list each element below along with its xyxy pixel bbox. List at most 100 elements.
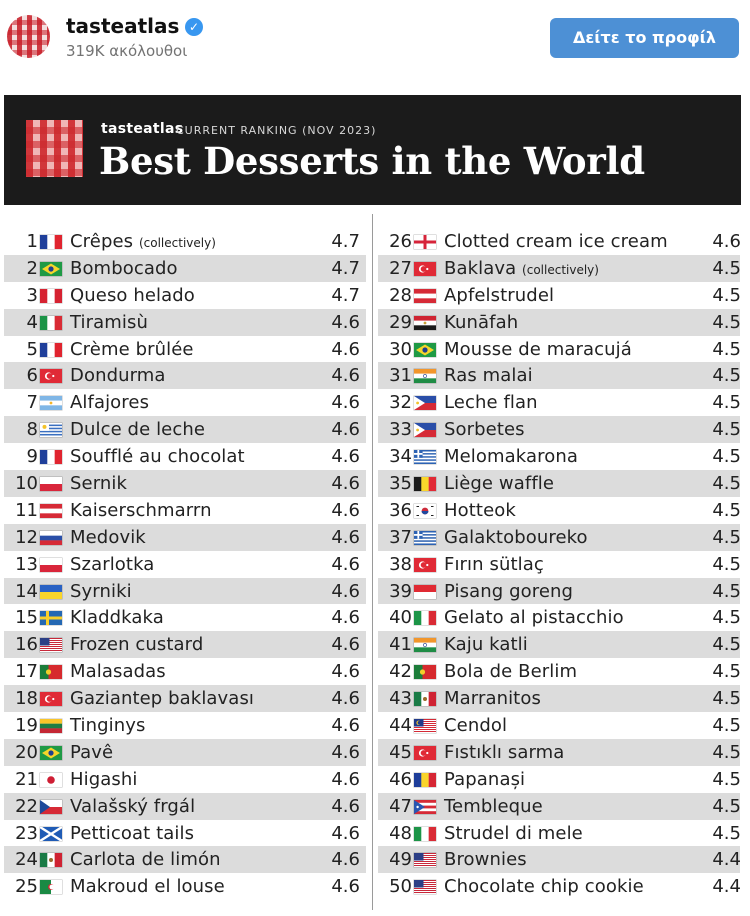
dessert-name: Bombocado: [70, 257, 178, 279]
rating-score: 4.5: [712, 553, 741, 575]
br-flag-icon: [40, 745, 62, 760]
in-flag-icon: [414, 369, 436, 384]
us-flag-icon: [40, 638, 62, 653]
ph-flag-icon: [414, 423, 436, 438]
rating-score: 4.5: [712, 311, 741, 333]
rating-score: 4.5: [712, 365, 741, 387]
rank-number: 45: [389, 741, 412, 763]
dessert-name: Frozen custard: [70, 634, 204, 656]
dessert-name: Dondurma: [70, 365, 166, 387]
gr-flag-icon: [414, 530, 436, 545]
rank-number: 14: [15, 580, 38, 602]
dessert-name: Marranitos: [444, 688, 541, 710]
ranking-row: 28 Apfelstrudel 4.5: [378, 282, 741, 309]
pr-flag-icon: [414, 799, 436, 814]
dessert-note: (collectively): [138, 236, 216, 250]
dessert-name: Carlota de limón: [70, 849, 221, 871]
view-profile-button[interactable]: Δείτε το προφίλ: [550, 18, 739, 58]
ranking-row: 33 Sorbetes 4.5: [378, 416, 741, 444]
my-flag-icon: [414, 719, 436, 734]
rating-score: 4.5: [712, 580, 741, 602]
ranking-row: 11 Kaiserschmarrn 4.6: [4, 497, 366, 524]
kr-flag-icon: [414, 503, 436, 518]
rank-number: 44: [389, 715, 412, 737]
ranking-row: 36 Hotteok 4.5: [378, 497, 741, 524]
rank-number: 27: [389, 257, 412, 279]
dessert-name: Cendol: [444, 715, 508, 737]
rank-number: 11: [15, 499, 38, 521]
ranking-row: 40 Gelato al pistacchio 4.5: [378, 604, 741, 631]
dessert-name: Hotteok: [444, 499, 516, 521]
ranking-row: 17 Malasadas 4.6: [4, 658, 366, 685]
post-header: tasteatlas ✓ 319K ακόλουθοι Δείτε το προ…: [0, 0, 750, 80]
dessert-name: Alfajores: [70, 392, 150, 414]
ranking-row: 46 Papanași 4.5: [378, 766, 741, 793]
ranking-row: 4 Tiramisù 4.6: [4, 308, 366, 336]
rating-score: 4.6: [331, 526, 360, 548]
us-flag-icon: [414, 853, 436, 868]
rank-number: 25: [15, 876, 38, 898]
rank-number: 29: [389, 311, 412, 333]
ranking-row: 42 Bola de Berlim 4.5: [378, 658, 741, 685]
ranking-row: 19 Tinginys 4.6: [4, 712, 366, 739]
tr-flag-icon: [414, 261, 436, 276]
ranking-row: 14 Syrniki 4.6: [4, 577, 366, 605]
pe-flag-icon: [40, 288, 62, 303]
rank-number: 12: [15, 526, 38, 548]
dessert-name: Fırın sütlaç: [444, 553, 544, 575]
rank-number: 34: [389, 446, 412, 468]
it-flag-icon: [414, 611, 436, 626]
rank-number: 31: [389, 365, 412, 387]
uy-flag-icon: [40, 423, 62, 438]
dessert-name: Galaktoboureko: [444, 526, 588, 548]
mx-flag-icon: [40, 853, 62, 868]
ranking-row: 47 Tembleque 4.5: [378, 792, 741, 820]
rating-score: 4.5: [712, 822, 741, 844]
dessert-name: Malasadas: [70, 661, 166, 683]
ranking-row: 15 Kladdkaka 4.6: [4, 604, 366, 631]
fr-flag-icon: [40, 450, 62, 465]
ranking-row: 26 Clotted cream ice cream 4.6: [378, 228, 741, 255]
dessert-name: Higashi: [70, 768, 138, 790]
rating-score: 4.6: [331, 553, 360, 575]
rank-number: 28: [389, 284, 412, 306]
dessert-name: Dulce de leche: [70, 419, 206, 441]
in-flag-icon: [414, 638, 436, 653]
rank-number: 47: [389, 795, 412, 817]
dessert-name: Clotted cream ice cream: [444, 231, 668, 252]
at-flag-icon: [40, 503, 62, 518]
rating-score: 4.6: [331, 365, 360, 387]
rank-number: 16: [15, 634, 38, 656]
ranking-row: 39 Pisang goreng 4.5: [378, 577, 741, 605]
rank-number: 10: [15, 473, 38, 495]
ranking-banner: tasteatlas CURRENT RANKING (NOV 2023) Be…: [4, 95, 741, 205]
rating-score: 4.6: [331, 392, 360, 414]
username[interactable]: tasteatlas: [66, 14, 180, 38]
pt-flag-icon: [414, 665, 436, 680]
br-flag-icon: [40, 261, 62, 276]
rating-score: 4.6: [331, 688, 360, 710]
ranking-row: 37 Galaktoboureko 4.5: [378, 523, 741, 551]
ranking-row: 10 Sernik 4.6: [4, 470, 366, 497]
ranking-row: 38 Fırın sütlaç 4.5: [378, 551, 741, 578]
dessert-name: Soufflé au chocolat: [70, 446, 245, 468]
dessert-name: Queso helado: [70, 284, 195, 306]
avatar[interactable]: [7, 15, 50, 58]
ranking-row: 30 Mousse de maracujá 4.5: [378, 336, 741, 363]
rating-score: 4.6: [331, 634, 360, 656]
ranking-row: 50 Chocolate chip cookie 4.4: [378, 873, 741, 900]
rank-number: 35: [389, 473, 412, 495]
ranking-row: 31 Ras malai 4.5: [378, 362, 741, 390]
dessert-name: Ras malai: [444, 365, 533, 387]
rank-number: 4: [26, 311, 38, 333]
sct-flag-icon: [40, 826, 62, 841]
dessert-name: Crêpes (collectively): [70, 231, 216, 252]
dessert-name: Sorbetes: [444, 419, 525, 441]
id-flag-icon: [414, 584, 436, 599]
rating-score: 4.5: [712, 634, 741, 656]
dz-flag-icon: [40, 880, 62, 895]
cz-flag-icon: [40, 799, 62, 814]
rank-number: 18: [15, 688, 38, 710]
rating-score: 4.5: [712, 338, 741, 360]
banner-ranking-label: CURRENT RANKING (NOV 2023): [176, 124, 377, 137]
